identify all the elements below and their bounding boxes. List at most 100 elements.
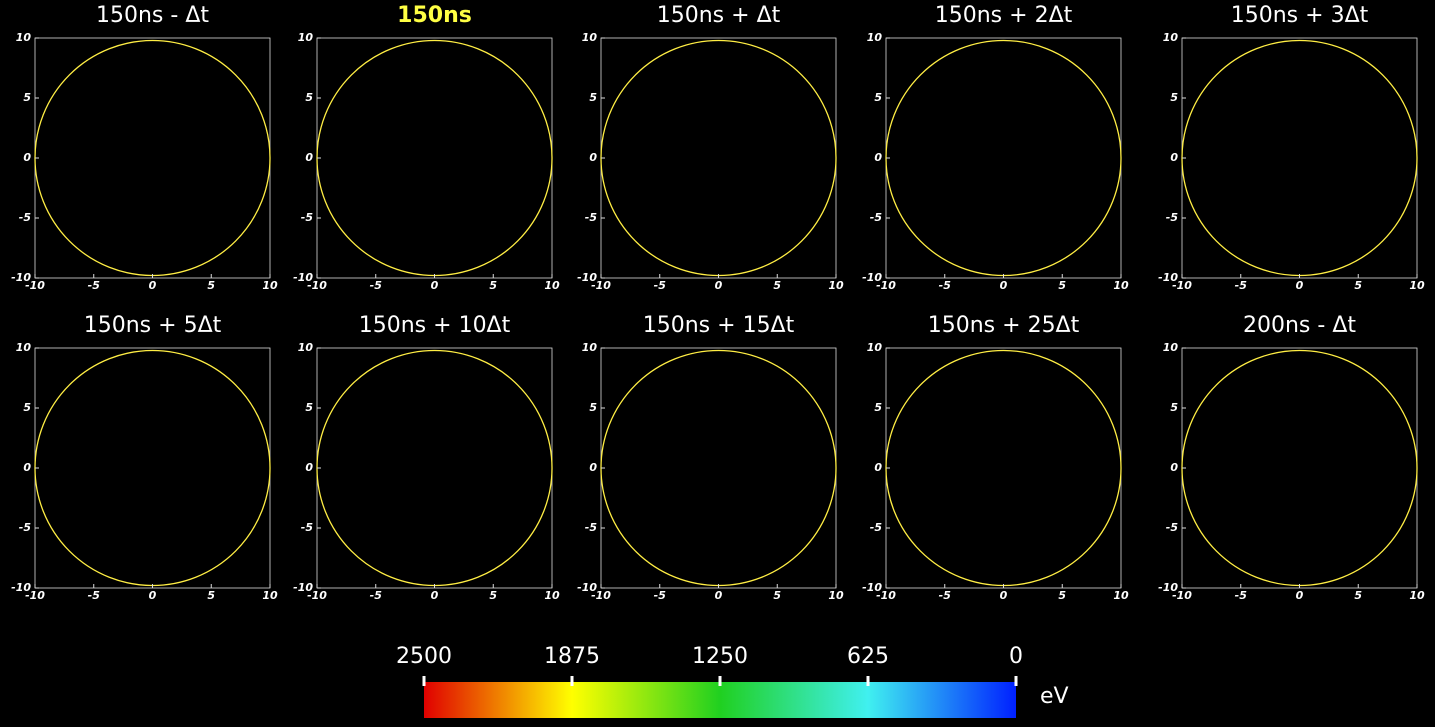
x-tick-label: 0 <box>715 589 723 602</box>
panel: 150ns + 25Δt -10 -5 0 5 10 -10 -5 0 5 10 <box>862 313 1129 602</box>
x-tick-label: 5 <box>773 589 781 602</box>
y-tick-label: 5 <box>305 401 313 414</box>
y-tick-label: -5 <box>301 521 314 534</box>
y-tick-label: -10 <box>11 271 31 284</box>
x-tick-label: -5 <box>1235 279 1248 292</box>
y-tick-label: 10 <box>582 31 598 44</box>
y-tick-label: -5 <box>301 211 314 224</box>
x-tick-label: 10 <box>544 589 560 602</box>
y-tick-label: 5 <box>23 91 31 104</box>
y-tick-label: 0 <box>1170 151 1178 164</box>
panel: 150ns + 5Δt -10 -5 0 5 10 -10 -5 0 5 10 <box>11 313 278 602</box>
particle-cloud <box>387 397 482 539</box>
particles <box>317 40 552 276</box>
x-tick-label: 0 <box>431 589 439 602</box>
particles <box>886 350 1121 586</box>
x-tick-label: 5 <box>1058 279 1066 292</box>
x-tick-label: -10 <box>25 279 45 292</box>
particles <box>40 350 265 586</box>
x-tick-label: -5 <box>939 589 952 602</box>
panel-title: 150ns <box>397 3 472 28</box>
particles <box>35 40 270 276</box>
x-tick-label: 0 <box>431 279 439 292</box>
panel-title: 150ns + Δt <box>657 3 781 28</box>
x-tick-label: 5 <box>207 589 215 602</box>
panel: 150ns -10 -5 0 5 10 -10 -5 0 5 10 <box>293 3 560 292</box>
x-tick-label: -5 <box>1235 589 1248 602</box>
particles <box>601 40 836 276</box>
y-tick-label: -5 <box>585 521 598 534</box>
x-tick-label: 0 <box>149 589 157 602</box>
x-tick-label: 10 <box>544 279 560 292</box>
particles <box>322 356 547 580</box>
y-tick-label: 10 <box>16 31 32 44</box>
particle-cloud <box>933 397 1074 539</box>
particle-cloud <box>35 40 270 276</box>
particle-cloud <box>399 152 470 223</box>
y-tick-label: 10 <box>16 341 32 354</box>
particles <box>1182 350 1417 586</box>
x-tick-label: 0 <box>1296 589 1304 602</box>
colorbar-tick-label: 625 <box>847 644 889 669</box>
y-tick-label: 10 <box>1163 341 1179 354</box>
x-tick-label: 5 <box>489 589 497 602</box>
y-tick-label: -5 <box>585 211 598 224</box>
y-tick-label: 10 <box>298 341 314 354</box>
particle-cloud <box>1182 350 1417 586</box>
panel: 150ns - Δt -10 -5 0 5 10 -10 -5 0 5 10 <box>11 3 278 292</box>
y-tick-label: 5 <box>589 401 597 414</box>
panel: 150ns + 2Δt -10 -5 0 5 10 -10 -5 0 5 10 <box>862 3 1129 292</box>
colorbar-tick-label: 2500 <box>396 644 452 669</box>
y-tick-label: 0 <box>23 151 31 164</box>
x-tick-label: -10 <box>307 279 327 292</box>
y-tick-label: -10 <box>293 271 313 284</box>
y-tick-label: -10 <box>293 581 313 594</box>
y-tick-label: -5 <box>1166 521 1179 534</box>
y-tick-label: 0 <box>874 151 882 164</box>
y-tick-label: -10 <box>577 271 597 284</box>
y-tick-label: 5 <box>305 91 313 104</box>
x-tick-label: 10 <box>262 279 278 292</box>
y-tick-label: 10 <box>867 31 883 44</box>
particle-cloud <box>985 122 1022 194</box>
x-tick-label: -5 <box>654 589 667 602</box>
y-tick-label: -5 <box>870 211 883 224</box>
x-tick-label: 10 <box>828 589 844 602</box>
panel-title: 150ns - Δt <box>96 3 209 28</box>
y-tick-label: -10 <box>1158 271 1178 284</box>
x-tick-label: 0 <box>1000 589 1008 602</box>
panel-title: 150ns + 3Δt <box>1231 3 1369 28</box>
panel: 150ns + 15Δt -10 -5 0 5 10 -10 -5 0 5 10 <box>577 313 844 602</box>
x-tick-label: 10 <box>1113 279 1129 292</box>
panel-title: 150ns + 2Δt <box>935 3 1073 28</box>
y-tick-label: 0 <box>305 151 313 164</box>
x-tick-label: -10 <box>591 279 611 292</box>
colorbar-tick-label: 1250 <box>692 644 748 669</box>
x-tick-label: 0 <box>1296 279 1304 292</box>
particles <box>601 356 836 580</box>
y-tick-label: -5 <box>1166 211 1179 224</box>
y-tick-label: -10 <box>862 581 882 594</box>
particles <box>1187 40 1412 276</box>
colorbar-tick-label: 0 <box>1009 644 1023 669</box>
x-tick-label: 5 <box>773 279 781 292</box>
y-tick-label: -10 <box>1158 581 1178 594</box>
y-tick-label: 5 <box>1170 401 1178 414</box>
particle-cloud <box>107 403 198 533</box>
y-tick-label: 5 <box>589 91 597 104</box>
x-tick-label: 5 <box>207 279 215 292</box>
panel-title: 150ns + 5Δt <box>84 313 222 338</box>
panel: 150ns + 10Δt -10 -5 0 5 10 -10 -5 0 5 10 <box>293 313 560 602</box>
y-tick-label: -10 <box>577 581 597 594</box>
colorbar-tick-label: 1875 <box>544 644 600 669</box>
colorbar <box>424 682 1016 718</box>
x-tick-label: -5 <box>939 279 952 292</box>
y-tick-label: 10 <box>298 31 314 44</box>
y-tick-label: -5 <box>19 211 32 224</box>
particle-cloud <box>399 93 470 164</box>
x-tick-label: -10 <box>591 589 611 602</box>
x-tick-label: 0 <box>149 279 157 292</box>
particle-cloud <box>692 99 745 217</box>
x-tick-label: -10 <box>1172 589 1192 602</box>
